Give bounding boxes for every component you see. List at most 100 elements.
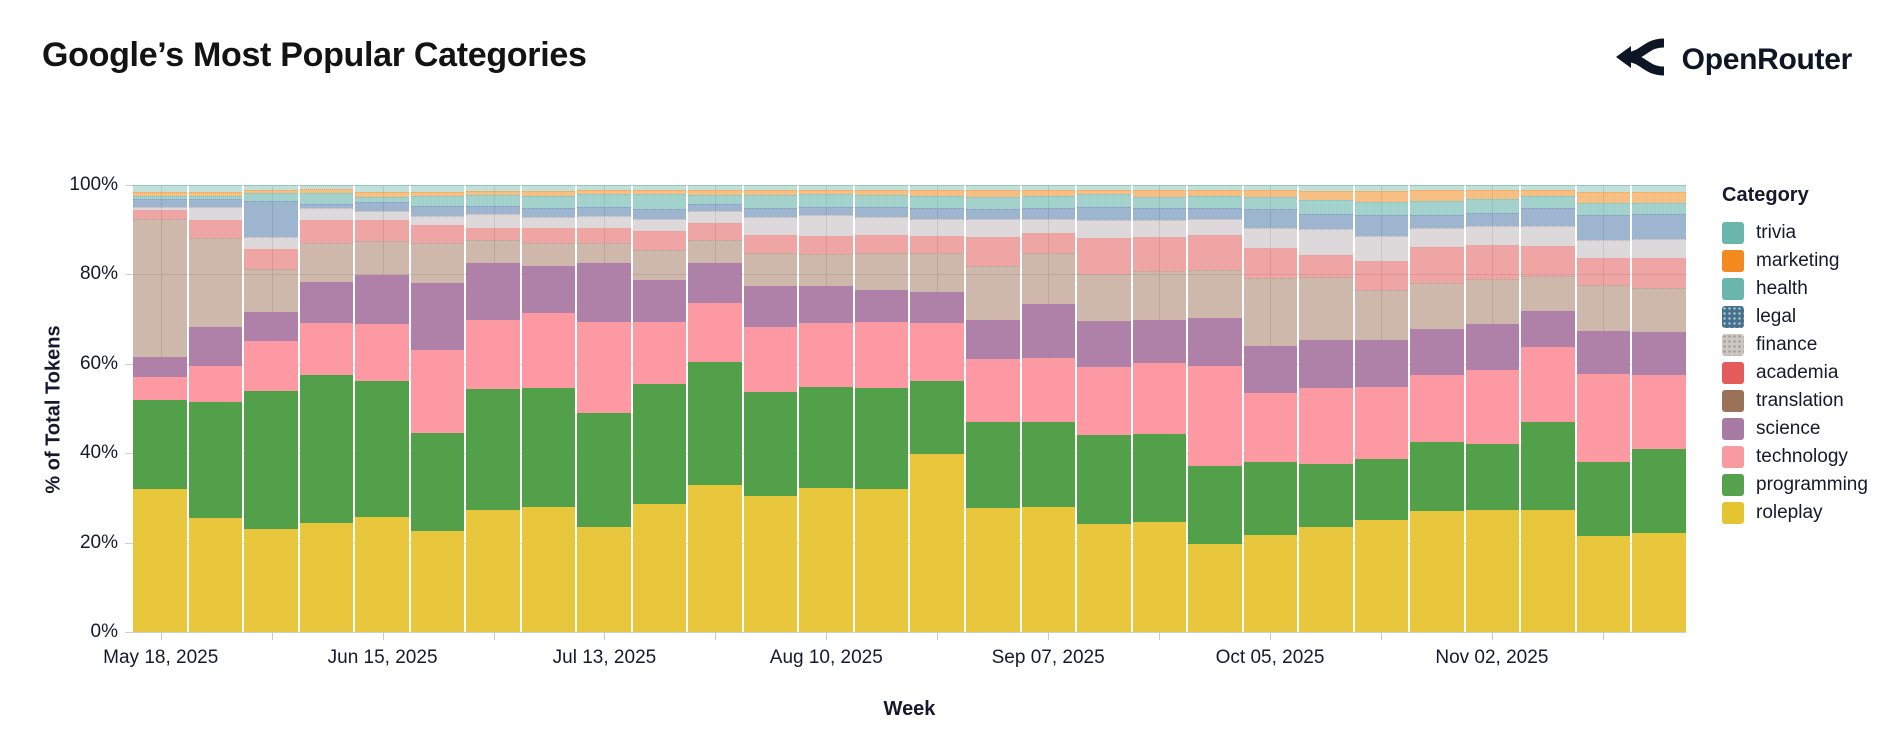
legend-item-finance[interactable]: finance <box>1722 331 1868 359</box>
segment-programming <box>1576 461 1631 536</box>
segment-legal <box>466 205 520 215</box>
bar-week-nov-02-2025[interactable] <box>1465 185 1520 632</box>
segment-science <box>1077 320 1131 367</box>
bar-week-sep-28-2025[interactable] <box>1188 185 1242 632</box>
bar-week-jun-01-2025[interactable] <box>244 185 298 632</box>
legend-item-legal[interactable]: legal <box>1722 303 1868 331</box>
segment-technology <box>521 313 576 389</box>
segment-technology <box>133 377 187 400</box>
bar-week-oct-12-2025[interactable] <box>1299 185 1353 632</box>
y-tick-label: 60% <box>79 352 118 374</box>
segment-roleplay <box>1021 506 1076 632</box>
segment-translation <box>1021 253 1076 304</box>
segment-science <box>299 281 354 323</box>
segment-legal <box>1188 208 1242 220</box>
bar-week-nov-23-2025[interactable] <box>1632 185 1686 632</box>
segment-health <box>1410 200 1464 215</box>
segment-roleplay <box>743 496 798 632</box>
bar-week-jul-20-2025[interactable] <box>632 185 687 632</box>
legend-label: legal <box>1756 306 1797 327</box>
brand-link[interactable]: OpenRouter <box>1614 34 1852 85</box>
segment-programming <box>188 401 243 519</box>
legend-item-translation[interactable]: translation <box>1722 387 1868 415</box>
segment-academia <box>854 235 909 254</box>
segment-science <box>910 291 964 323</box>
segment-science <box>521 265 576 314</box>
bar-week-jun-29-2025[interactable] <box>466 185 520 632</box>
legend-item-technology[interactable]: technology <box>1722 443 1868 471</box>
bar-week-oct-05-2025[interactable] <box>1243 185 1298 632</box>
y-tick-mark <box>125 185 133 186</box>
segment-finance <box>355 210 409 220</box>
segment-technology <box>1021 357 1076 422</box>
bar-week-sep-21-2025[interactable] <box>1132 185 1187 632</box>
segment-health <box>1576 202 1631 215</box>
bar-week-sep-14-2025[interactable] <box>1077 185 1131 632</box>
segment-roleplay <box>854 489 909 632</box>
segment-science <box>688 262 742 303</box>
segment-marketing <box>521 190 576 197</box>
segment-legal <box>854 207 909 217</box>
segment-legal <box>1243 209 1298 228</box>
legend-item-marketing[interactable]: marketing <box>1722 247 1868 275</box>
segment-legal <box>1354 214 1409 237</box>
segment-programming <box>688 362 742 486</box>
segment-trivia <box>1521 185 1575 190</box>
bar-week-jun-15-2025[interactable] <box>355 185 409 632</box>
segment-roleplay <box>688 485 742 632</box>
segment-science <box>965 319 1020 360</box>
segment-trivia <box>244 185 298 190</box>
segment-translation <box>1576 284 1631 332</box>
bar-week-aug-17-2025[interactable] <box>854 185 909 632</box>
legend-item-health[interactable]: health <box>1722 275 1868 303</box>
bar-week-oct-26-2025[interactable] <box>1410 185 1464 632</box>
bar-week-aug-31-2025[interactable] <box>965 185 1020 632</box>
bar-week-aug-10-2025[interactable] <box>799 185 853 632</box>
bar-week-sep-07-2025[interactable] <box>1021 185 1076 632</box>
segment-science <box>1132 319 1187 363</box>
x-tick-label: Nov 02, 2025 <box>1435 647 1549 668</box>
bar-week-may-25-2025[interactable] <box>188 185 243 632</box>
bar-week-jun-22-2025[interactable] <box>410 185 465 632</box>
segment-legal <box>1465 212 1520 227</box>
segment-roleplay <box>1243 535 1298 632</box>
bar-week-jun-08-2025[interactable] <box>299 185 354 632</box>
bar-week-jul-13-2025[interactable] <box>577 185 631 632</box>
legend-item-trivia[interactable]: trivia <box>1722 219 1868 247</box>
segment-roleplay <box>1188 543 1242 632</box>
bar-week-nov-09-2025[interactable] <box>1521 185 1575 632</box>
segment-finance <box>577 215 631 228</box>
segment-translation <box>466 240 520 263</box>
segment-finance <box>910 218 964 237</box>
bar-week-jul-27-2025[interactable] <box>688 185 742 632</box>
segment-marketing <box>799 190 853 195</box>
bar-week-aug-24-2025[interactable] <box>910 185 964 632</box>
bar-week-aug-03-2025[interactable] <box>743 185 798 632</box>
segment-translation <box>1465 279 1520 325</box>
legend-item-science[interactable]: science <box>1722 415 1868 443</box>
segment-academia <box>1521 246 1575 277</box>
segment-legal <box>577 206 631 216</box>
bar-week-nov-16-2025[interactable] <box>1576 185 1631 632</box>
segment-programming <box>133 399 187 489</box>
segment-roleplay <box>355 517 409 632</box>
segment-finance <box>1299 229 1353 256</box>
bar-week-may-18-2025[interactable] <box>133 185 187 632</box>
segment-finance <box>799 215 853 236</box>
segment-legal <box>1576 214 1631 240</box>
segment-translation <box>299 243 354 282</box>
legend-item-roleplay[interactable]: roleplay <box>1722 499 1868 527</box>
segment-marketing <box>1132 189 1187 197</box>
segment-science <box>1299 339 1353 389</box>
legend-item-academia[interactable]: academia <box>1722 359 1868 387</box>
segment-legal <box>299 203 354 209</box>
segment-finance <box>688 210 742 224</box>
bar-week-jul-06-2025[interactable] <box>521 185 576 632</box>
segment-legal <box>1077 206 1131 220</box>
segment-health <box>1521 196 1575 209</box>
bar-week-oct-19-2025[interactable] <box>1354 185 1409 632</box>
segment-science <box>1243 345 1298 394</box>
legend-item-programming[interactable]: programming <box>1722 471 1868 499</box>
segment-academia <box>910 236 964 253</box>
x-tick-label: Jun 15, 2025 <box>327 647 438 668</box>
